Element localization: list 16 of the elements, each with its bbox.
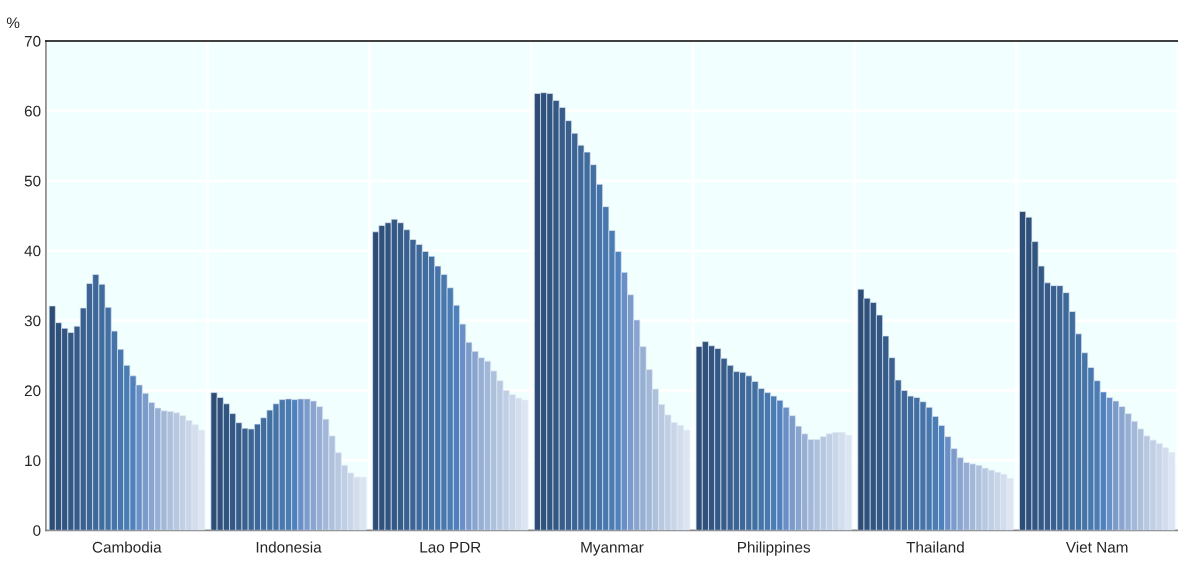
x-tick-label: Cambodia	[92, 541, 162, 553]
y-tick-label: 20	[24, 385, 41, 397]
y-tick-label: 30	[24, 315, 41, 327]
x-tick-label: Viet Nam	[1065, 541, 1128, 553]
y-tick-label: 0	[33, 525, 41, 536]
y-axis-title: %	[6, 17, 20, 29]
y-tick-label: 40	[24, 245, 41, 257]
x-tick-label: Lao PDR	[420, 541, 481, 553]
y-tick-label: 70	[24, 35, 41, 47]
x-tick-label: Myanmar	[581, 541, 644, 556]
y-tick-label: 10	[25, 455, 41, 467]
x-tick-label: Thailand	[906, 541, 964, 553]
x-tick-label: Indonesia	[256, 541, 322, 553]
y-tick-label: 60	[24, 105, 41, 117]
x-tick-label: Philippines	[738, 541, 811, 556]
y-tick-label: 50	[24, 175, 41, 187]
